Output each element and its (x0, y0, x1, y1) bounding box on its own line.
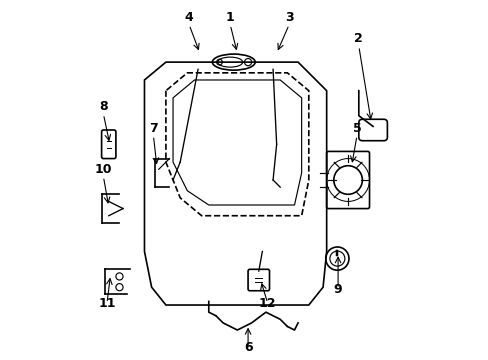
Text: 2: 2 (354, 32, 363, 45)
Text: 5: 5 (352, 122, 361, 135)
Text: 10: 10 (95, 163, 112, 176)
Text: 12: 12 (259, 297, 276, 310)
Text: 8: 8 (99, 100, 107, 113)
Text: 9: 9 (333, 283, 342, 296)
Text: 6: 6 (243, 342, 252, 355)
Text: 3: 3 (284, 11, 293, 24)
Text: 1: 1 (225, 11, 234, 24)
Text: 11: 11 (98, 297, 116, 310)
Text: 4: 4 (184, 11, 193, 24)
Text: 7: 7 (149, 122, 158, 135)
